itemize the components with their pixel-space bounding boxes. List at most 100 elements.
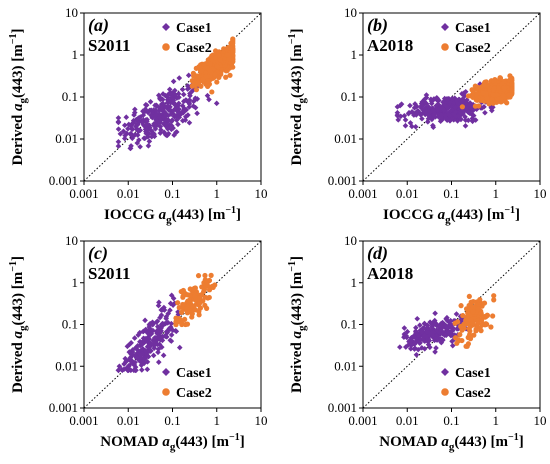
point-case2 [179, 321, 185, 328]
point-case1 [142, 317, 148, 324]
point-case1 [131, 362, 138, 368]
point-case1 [451, 318, 457, 324]
point-case1 [449, 95, 455, 102]
point-case1 [415, 332, 422, 338]
point-case1 [413, 351, 420, 358]
point-case2 [455, 319, 461, 325]
point-case1 [162, 120, 168, 126]
point-case1 [426, 333, 432, 340]
legend-item-case2: Case2 [441, 386, 491, 401]
point-case1 [163, 123, 170, 130]
point-case2 [184, 292, 190, 298]
point-case2 [207, 61, 213, 67]
point-case1 [461, 98, 467, 105]
point-case1 [176, 344, 183, 351]
point-case1 [394, 109, 401, 116]
point-case2 [484, 312, 491, 319]
x-tick-label: 0.001 [348, 413, 377, 428]
point-case1 [418, 102, 425, 109]
point-case2 [459, 104, 465, 110]
point-case1 [452, 104, 459, 111]
point-case1 [152, 107, 159, 114]
point-case1 [133, 344, 139, 351]
point-case1 [159, 96, 166, 103]
point-case1 [173, 129, 180, 135]
point-case1 [143, 117, 149, 123]
point-case1 [136, 118, 143, 125]
point-case1 [206, 96, 212, 103]
legend-label: Case2 [455, 41, 491, 56]
point-case1 [156, 113, 163, 120]
point-case2 [200, 76, 206, 83]
series-case1 [115, 72, 220, 152]
point-case1 [467, 110, 473, 117]
point-case1 [457, 110, 464, 116]
point-case1 [394, 112, 401, 119]
point-case1 [123, 130, 130, 137]
point-case1 [401, 334, 407, 341]
point-case1 [169, 96, 176, 102]
point-case1 [157, 117, 164, 124]
point-case2 [189, 83, 195, 89]
point-case1 [176, 106, 182, 113]
point-case1 [454, 118, 461, 124]
point-case1 [411, 105, 418, 111]
legend-marker [441, 23, 449, 31]
point-case1 [131, 112, 137, 118]
point-case1 [436, 336, 443, 343]
y-tick-label: 0.01 [55, 131, 78, 146]
point-case1 [168, 332, 175, 338]
point-case2 [491, 85, 497, 92]
point-case1 [161, 129, 167, 136]
point-case1 [482, 109, 488, 116]
point-case1 [444, 317, 451, 324]
point-case1 [137, 338, 143, 345]
point-case1 [407, 338, 414, 345]
point-case1 [166, 90, 173, 97]
panel-letter: (d) [367, 243, 388, 264]
point-case1 [147, 98, 154, 105]
point-case2 [476, 306, 482, 312]
point-case2 [225, 52, 231, 58]
point-case1 [176, 114, 183, 121]
point-case2 [464, 317, 470, 323]
point-case2 [483, 321, 489, 327]
point-case1 [147, 326, 153, 332]
point-case1 [456, 96, 463, 103]
point-case1 [136, 137, 142, 143]
y-tick-label: 0.01 [55, 358, 78, 373]
y-tick-label: 0.001 [49, 400, 78, 415]
point-case1 [128, 130, 134, 137]
series-case2 [173, 272, 218, 328]
point-case1 [395, 117, 402, 123]
point-case2 [457, 332, 463, 338]
point-case1 [458, 99, 465, 105]
point-case1 [167, 307, 173, 314]
point-case1 [162, 113, 169, 120]
legend-item-case2: Case2 [162, 386, 212, 401]
point-case1 [158, 344, 165, 350]
point-case1 [435, 328, 442, 335]
y-tick-label: 10 [344, 5, 357, 20]
point-case1 [158, 106, 165, 113]
legend-item-case2: Case2 [162, 41, 212, 56]
point-case1 [158, 127, 164, 133]
y-tick-label: 0.01 [334, 358, 357, 373]
point-case1 [434, 95, 441, 102]
point-case2 [197, 299, 203, 306]
point-case1 [414, 108, 420, 115]
point-case1 [138, 359, 145, 366]
point-case1 [140, 108, 146, 114]
point-case2 [507, 73, 513, 79]
point-case1 [419, 345, 425, 351]
point-case1 [423, 92, 430, 98]
point-case1 [431, 317, 438, 324]
x-axis-label: IOCCG ag(443) [m−1] [383, 205, 520, 226]
point-case1 [150, 130, 157, 137]
point-case1 [401, 325, 408, 331]
point-case1 [462, 88, 469, 95]
point-case1 [139, 119, 146, 126]
point-case2 [206, 294, 212, 301]
point-case1 [137, 143, 143, 150]
